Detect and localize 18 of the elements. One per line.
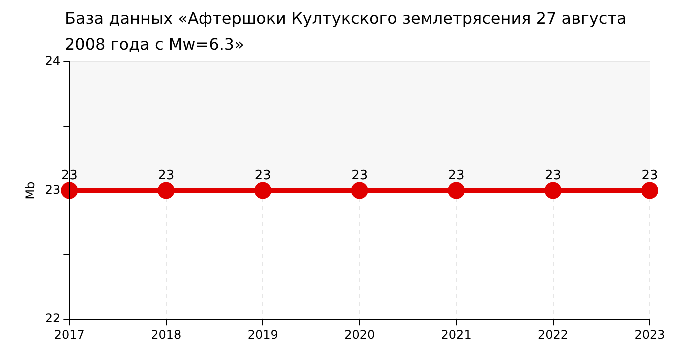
data-label: 23	[545, 168, 562, 184]
y-axis-title: Mb	[23, 182, 38, 200]
data-label: 23	[352, 168, 368, 184]
x-tick-label: 2022	[538, 328, 569, 342]
x-tick-label: 2018	[151, 328, 182, 342]
chart-title: База данных «Афтершоки Култукского землетрясения 27 августа 2008 года с Mw=6.3»	[65, 8, 628, 56]
data-label: 23	[158, 168, 175, 184]
data-label: 23	[642, 168, 658, 184]
y-tick-label: 23	[45, 182, 61, 197]
x-tick-label: 2023	[634, 328, 666, 342]
x-tick-label: 2021	[441, 328, 472, 342]
data-label: 23	[448, 168, 465, 184]
x-tick-label: 2017	[54, 328, 85, 342]
y-tick-label: 24	[45, 54, 61, 68]
data-label: 23	[254, 168, 272, 184]
x-tick-label: 2020	[344, 328, 376, 342]
x-tick-label: 2019	[248, 328, 278, 342]
y-tick-label: 22	[45, 312, 61, 326]
